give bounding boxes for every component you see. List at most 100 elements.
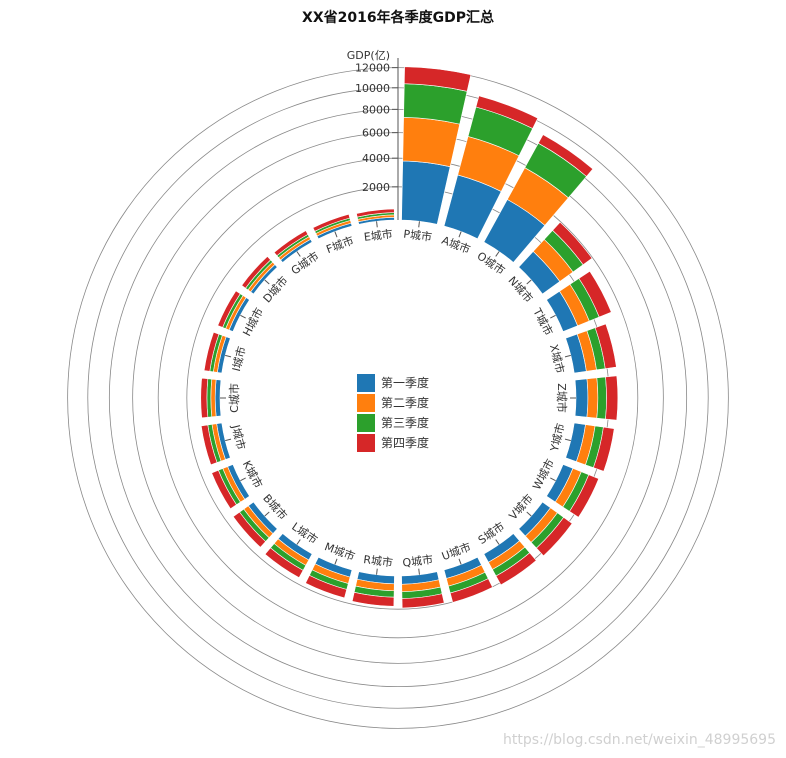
bar-segment	[552, 221, 593, 266]
bar-segment	[596, 376, 607, 420]
y-axis: GDP(亿) 2000 4000 6000 8000 10000 12000	[347, 49, 399, 220]
category-tick-mark	[526, 511, 532, 517]
bar-segment	[605, 375, 619, 421]
category-label: Z城市	[555, 383, 569, 413]
bar-segment	[578, 270, 612, 318]
bar-segment	[273, 230, 309, 257]
category-label: X城市	[547, 343, 568, 375]
bar-segment	[217, 290, 241, 328]
category-tick: Z城市	[555, 383, 576, 413]
category-tick-mark	[334, 558, 338, 565]
category-tick-mark	[240, 477, 246, 482]
category-tick-mark	[495, 251, 500, 257]
bar-segment	[401, 160, 451, 225]
bar-segment	[210, 378, 217, 418]
bar-segment	[536, 516, 573, 557]
bar-segment	[241, 255, 272, 289]
y-tick-label: 6000	[362, 127, 390, 140]
category-tick-mark	[418, 568, 420, 575]
bars	[200, 66, 619, 609]
category-label: J城市	[229, 422, 249, 451]
bar-segment	[594, 323, 617, 369]
legend-label: 第二季度	[381, 395, 429, 410]
category-tick-mark	[264, 511, 270, 517]
category-tick: R城市	[363, 552, 394, 575]
category-label: Q城市	[402, 552, 434, 570]
bar-segment	[351, 591, 395, 607]
y-axis-label: GDP(亿)	[347, 49, 390, 62]
category-tick: J城市	[225, 422, 249, 451]
bar-segment	[402, 117, 461, 168]
category-tick-mark	[376, 568, 378, 575]
legend-label: 第四季度	[381, 435, 429, 450]
bar-segment	[312, 213, 351, 232]
bar-segment	[495, 552, 537, 586]
legend-swatch	[357, 374, 375, 392]
legend-swatch	[357, 434, 375, 452]
bar-segment	[203, 331, 220, 372]
category-tick-mark	[334, 231, 338, 238]
category-tick: Q城市	[402, 552, 434, 575]
category-tick: Y城市	[547, 422, 571, 454]
bar-segment	[569, 474, 600, 518]
category-tick-mark	[458, 558, 462, 565]
category-label: K城市	[240, 458, 266, 490]
chart-title: XX省2016年各季度GDP汇总	[302, 9, 494, 26]
category-tick-mark	[550, 477, 556, 482]
bar-segment	[211, 469, 237, 510]
bar-segment	[200, 424, 218, 466]
category-label: F城市	[324, 233, 355, 256]
category-label: U城市	[440, 539, 473, 563]
bar-segment	[403, 66, 472, 92]
category-tick-mark	[458, 231, 462, 238]
bar-segment	[305, 574, 348, 599]
legend-label: 第一季度	[381, 375, 429, 390]
bar-segment	[475, 95, 539, 129]
bar-segment	[356, 208, 395, 218]
category-tick-mark	[296, 251, 301, 257]
bar-segment	[264, 547, 304, 579]
category-tick-mark	[240, 314, 246, 319]
category-tick-mark	[495, 539, 500, 545]
category-label: I城市	[229, 345, 249, 373]
category-tick: I城市	[225, 345, 249, 373]
bar-segment	[537, 134, 594, 177]
category-tick: C城市	[220, 383, 241, 413]
bar-segment	[586, 377, 599, 419]
category-tick-mark	[264, 279, 270, 285]
y-tick-label: 4000	[362, 152, 390, 165]
bar-segment	[593, 426, 615, 472]
watermark: https://blog.csdn.net/weixin_48995695	[502, 732, 776, 748]
legend-swatch	[357, 394, 375, 412]
y-tick-label: 2000	[362, 181, 390, 194]
category-label: E城市	[363, 227, 393, 244]
category-label: T城市	[530, 305, 556, 338]
y-tick-label: 12000	[355, 62, 390, 75]
legend-label: 第三季度	[381, 415, 429, 430]
category-label: R城市	[363, 552, 394, 569]
category-tick-mark	[526, 279, 532, 285]
category-tick-mark	[296, 539, 301, 545]
category-tick: E城市	[363, 221, 393, 244]
category-tick-mark	[550, 314, 556, 319]
category-tick-mark	[564, 438, 571, 442]
bar-segment	[232, 511, 267, 548]
y-tick-label: 10000	[355, 82, 390, 95]
category-tick-mark	[418, 221, 420, 228]
category-label: Y城市	[547, 422, 568, 454]
category-label: P城市	[403, 227, 433, 244]
category-tick-mark	[564, 354, 571, 358]
category-tick-mark	[376, 221, 378, 228]
category-tick-mark	[225, 354, 232, 358]
bar-segment	[200, 377, 209, 419]
category-label: M城市	[323, 539, 357, 563]
bar-segment	[449, 578, 493, 603]
bar-segment	[401, 593, 445, 609]
category-label: C城市	[227, 383, 241, 413]
category-tick: X城市	[547, 343, 571, 375]
legend-swatch	[357, 414, 375, 432]
bar-segment	[574, 378, 589, 418]
category-tick-mark	[225, 438, 232, 442]
